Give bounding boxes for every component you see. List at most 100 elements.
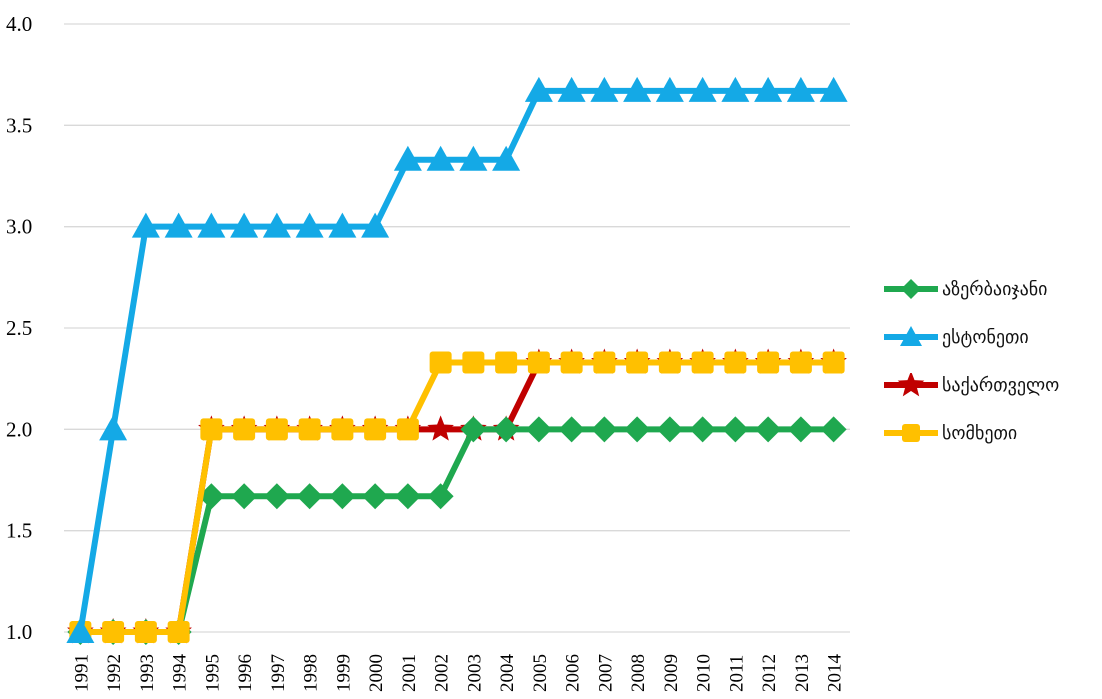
x-tick-label: 2012 xyxy=(759,654,780,692)
y-tick-label: 4.0 xyxy=(6,12,32,36)
legend-swatch-azerbaijan xyxy=(884,279,938,299)
data-point xyxy=(427,415,454,441)
data-point xyxy=(786,76,815,102)
legend-item-armenia: სომხეთი xyxy=(882,409,1097,457)
x-tick-label: 2009 xyxy=(661,654,682,692)
data-point xyxy=(658,351,681,374)
y-tick-label: 2.5 xyxy=(6,316,32,340)
legend-marker xyxy=(902,424,920,442)
x-tick-label: 2000 xyxy=(366,654,387,692)
y-tick-label: 3.5 xyxy=(6,113,32,137)
data-point xyxy=(459,145,488,171)
data-point xyxy=(460,416,487,443)
data-point xyxy=(298,418,321,441)
data-point xyxy=(524,76,553,102)
data-point xyxy=(624,416,651,443)
x-tick-label: 1995 xyxy=(202,654,223,692)
x-tick-label: 1997 xyxy=(268,654,289,692)
data-point xyxy=(820,416,847,443)
y-tick-label: 3.0 xyxy=(6,215,32,239)
data-point xyxy=(789,351,812,374)
data-point xyxy=(689,416,716,443)
y-tick-label: 1.0 xyxy=(6,620,32,644)
data-point xyxy=(495,351,518,374)
x-tick-label: 1993 xyxy=(137,654,158,692)
legend-label: საქართველო xyxy=(942,374,1060,396)
data-point xyxy=(626,351,649,374)
data-point xyxy=(429,351,452,374)
data-point xyxy=(102,621,125,643)
data-point xyxy=(755,416,782,443)
data-point xyxy=(396,418,419,441)
data-point xyxy=(819,76,848,102)
y-tick-label: 1.5 xyxy=(6,519,32,543)
x-tick-label: 2008 xyxy=(628,654,649,692)
legend-item-georgia: საქართველო xyxy=(882,361,1097,409)
x-tick-label: 2007 xyxy=(595,654,616,692)
data-point xyxy=(99,415,128,441)
data-point xyxy=(393,145,422,171)
data-point xyxy=(394,483,421,510)
data-point xyxy=(131,212,160,238)
x-tick-label: 2010 xyxy=(694,654,715,692)
data-point xyxy=(331,418,354,441)
data-point xyxy=(296,483,323,510)
legend-swatch-estonia xyxy=(884,326,938,346)
data-point xyxy=(593,351,616,374)
x-tick-label: 1996 xyxy=(235,654,256,692)
data-point xyxy=(558,416,585,443)
legend-label: სომხეთი xyxy=(942,422,1018,444)
data-point xyxy=(426,145,455,171)
data-point xyxy=(233,418,256,441)
data-point xyxy=(328,212,357,238)
data-point xyxy=(364,418,387,441)
y-tick-label: 2.0 xyxy=(6,417,32,441)
data-point xyxy=(557,76,586,102)
data-point xyxy=(590,76,619,102)
x-tick-label: 1999 xyxy=(333,654,354,692)
x-tick-label: 2014 xyxy=(825,654,846,693)
data-point xyxy=(560,351,583,374)
data-point xyxy=(721,76,750,102)
x-tick-label: 1998 xyxy=(301,654,322,692)
x-tick-label: 2003 xyxy=(464,654,485,692)
x-tick-label: 2001 xyxy=(399,654,420,692)
data-point xyxy=(787,416,814,443)
legend: აზერბაიჯანი ესტონეთი საქართველო სომხეთი xyxy=(882,265,1097,457)
data-point xyxy=(655,76,684,102)
data-point xyxy=(265,418,288,441)
data-point xyxy=(200,418,223,441)
data-point xyxy=(167,621,190,643)
data-point xyxy=(527,351,550,374)
x-tick-label: 2002 xyxy=(432,654,453,692)
data-point xyxy=(691,351,714,374)
data-point xyxy=(623,76,652,102)
x-tick-label: 1991 xyxy=(71,654,92,692)
legend-label: აზერბაიჯანი xyxy=(942,278,1048,300)
data-point xyxy=(427,483,454,510)
x-tick-label: 2005 xyxy=(530,654,551,692)
legend-swatch-armenia xyxy=(884,424,938,442)
data-point xyxy=(757,351,780,374)
data-point xyxy=(134,621,157,643)
data-point xyxy=(361,212,390,238)
data-point xyxy=(198,483,225,510)
legend-marker xyxy=(897,373,925,397)
data-point xyxy=(722,416,749,443)
series-line xyxy=(80,359,834,635)
data-point xyxy=(754,76,783,102)
data-point xyxy=(295,212,324,238)
data-point xyxy=(822,351,845,374)
legend-item-azerbaijan: აზერბაიჯანი xyxy=(882,265,1097,313)
data-point xyxy=(164,212,193,238)
data-point xyxy=(591,416,618,443)
x-tick-label: 1994 xyxy=(170,654,191,693)
data-point xyxy=(231,483,258,510)
data-point xyxy=(263,483,290,510)
data-point xyxy=(66,618,95,643)
legend-marker xyxy=(900,326,922,346)
legend-marker xyxy=(901,279,921,299)
data-point xyxy=(688,76,717,102)
series-line xyxy=(80,359,834,635)
